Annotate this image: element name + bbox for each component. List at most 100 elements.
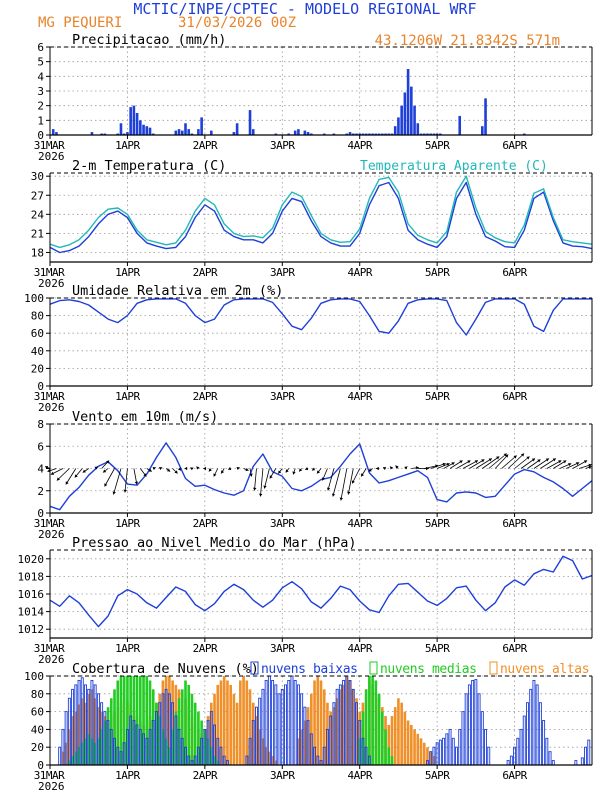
precip-bar: [210, 130, 213, 135]
precip-bar: [397, 117, 400, 135]
nuvens-altas-bar: [348, 680, 352, 765]
nuvens-altas-bar: [261, 738, 265, 765]
precip-bar: [481, 126, 484, 135]
y-tick-label: 0: [37, 129, 44, 142]
wind-vector-shaft: [124, 468, 128, 493]
nuvens-altas-bar: [410, 724, 413, 765]
x-tick-label: 6APR: [502, 769, 527, 782]
wind-vector: [298, 468, 303, 472]
precip-bar: [422, 133, 426, 135]
x-tick-label: 3APR: [270, 139, 295, 152]
precip-bar: [200, 117, 203, 135]
temp-title: 2-m Temperatura (C): [72, 158, 226, 174]
nuvens-altas-bar: [68, 729, 71, 765]
nuvens-altas-bar: [345, 676, 349, 765]
nuvens-baixas-bar: [487, 746, 491, 766]
nuvens-medias-bar: [84, 738, 87, 765]
nuvens-medias-bar: [358, 738, 362, 765]
nuvens-altas-bar: [429, 751, 433, 765]
wind-vector: [514, 456, 530, 469]
x-tick-label: 2APR: [193, 139, 218, 152]
nuvens-baixas-bar: [584, 746, 588, 766]
nuvens-altas-bar: [61, 751, 65, 765]
nuvens-baixas-bar: [548, 751, 552, 766]
year-label: 2026: [38, 277, 65, 290]
wind-vector: [546, 460, 562, 469]
nuvens-altas-bar: [316, 676, 320, 765]
precip-bar: [287, 133, 291, 135]
wind-vector-shaft: [469, 459, 485, 469]
nuvens-medias-bar: [113, 689, 116, 765]
nuvens-medias-bar: [109, 698, 113, 765]
nuvens-altas-bar: [64, 742, 68, 765]
nuvens-altas-bar: [222, 676, 226, 765]
wind-vector: [339, 468, 348, 501]
wind-vector-shaft: [533, 458, 550, 469]
precip-bar: [148, 127, 152, 135]
nuvens-medias-bar: [116, 680, 120, 765]
nuvens-medias-bar: [106, 707, 110, 765]
wind-vector-head: [177, 467, 182, 471]
wind-vector: [494, 454, 509, 469]
wind-vector: [165, 468, 171, 472]
y-tick-label: 40: [31, 345, 44, 358]
nuvens-altas-bar: [310, 693, 313, 765]
precip-bar: [484, 98, 487, 135]
precip-bar: [390, 133, 394, 135]
nuvens-altas-bar: [268, 751, 271, 765]
wind-vector-head: [123, 489, 127, 493]
nuvens-altas-bar: [335, 698, 339, 765]
wind-vector-head: [152, 466, 156, 471]
precip-bar: [293, 130, 297, 135]
precip-bar: [380, 133, 384, 135]
wind-vector: [190, 467, 194, 471]
wind-vector: [395, 465, 399, 469]
precip-bar: [184, 123, 187, 135]
nuvens-medias-bar: [122, 676, 126, 765]
nuvens-altas-bar: [97, 707, 100, 765]
nuvens-medias-bar: [93, 742, 97, 765]
nuvens-medias-bar: [371, 676, 374, 765]
wind-vector: [249, 468, 253, 477]
wind-vector: [351, 468, 361, 484]
wind-vector: [368, 468, 373, 472]
wind-vector: [146, 468, 152, 472]
nuvens-medias-bar: [203, 729, 207, 765]
precip-bar: [351, 133, 355, 135]
precip-bar: [522, 133, 526, 135]
nuvens-baixas-bar: [542, 720, 546, 766]
nuvens-altas-bar: [326, 702, 329, 765]
nuvens-medias-bar: [180, 689, 184, 765]
wind-vector-head: [481, 459, 485, 463]
nuvens-baixas-bar: [516, 737, 520, 766]
y-tick-label: 4: [37, 70, 44, 83]
nuvens-altas-bar: [355, 698, 358, 765]
precip-bar: [151, 133, 155, 135]
x-tick-label: 4APR: [347, 517, 372, 530]
nuvens-altas-bar: [216, 684, 220, 765]
y-tick-label: 3: [37, 85, 44, 98]
y-tick-label: 80: [31, 310, 44, 323]
wind-vector: [184, 466, 188, 471]
wind-vector: [152, 466, 156, 471]
wind-vector-head: [292, 471, 296, 475]
wind-vector: [203, 466, 207, 471]
nuvens-baixas-bar: [455, 746, 458, 766]
precip-bar: [174, 130, 178, 135]
precip-bar: [387, 133, 391, 135]
wind-vector-shaft: [347, 468, 354, 495]
precip-bar: [371, 133, 374, 135]
precip-bar: [416, 123, 420, 135]
wind-vector-shaft: [104, 468, 115, 487]
nuvens-baixas-bar: [535, 684, 539, 766]
nuvens-medias-bar: [364, 689, 368, 765]
wind-vector-head: [451, 462, 455, 466]
wind-vector-head: [249, 473, 253, 477]
wind-vector-head: [208, 468, 212, 472]
x-tick-label: 31MAR: [34, 266, 65, 279]
nuvens-medias-bar: [161, 729, 165, 765]
precip-bar: [426, 133, 429, 135]
x-tick-label: 3APR: [270, 769, 295, 782]
y-tick-label: 0: [37, 759, 44, 772]
wind-vector: [540, 458, 557, 469]
